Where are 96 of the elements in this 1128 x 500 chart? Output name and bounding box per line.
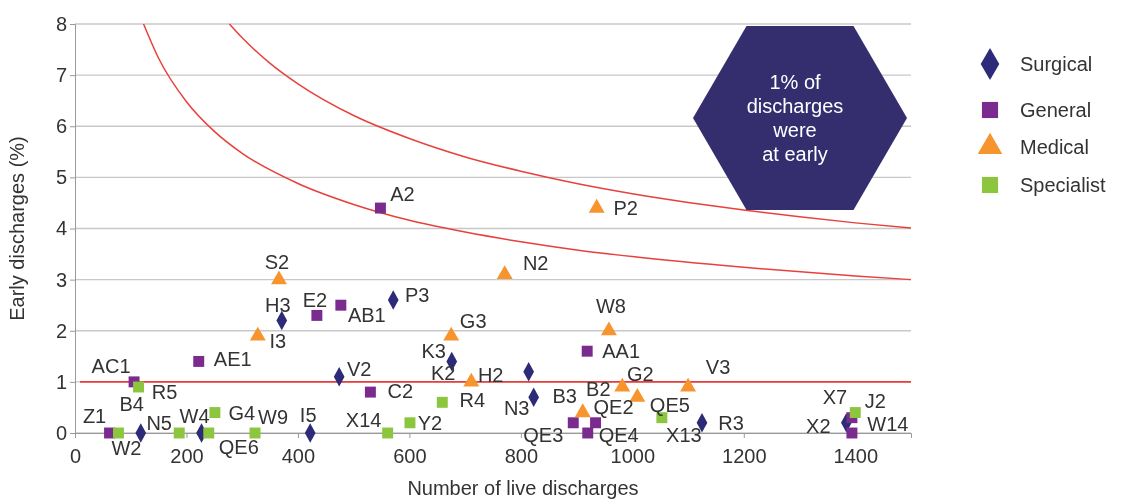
x-tick-label: 200: [170, 445, 204, 467]
annotation: H3: [264, 293, 291, 316]
annotation: P3: [405, 284, 430, 307]
annotation: AA1: [602, 340, 641, 363]
annotation: AE1: [213, 348, 252, 371]
annotation: Z1: [82, 405, 107, 427]
x-tick-label: 1000: [610, 445, 656, 467]
annotation: J2: [864, 389, 886, 412]
annotation: V2: [346, 357, 372, 380]
point: [849, 407, 861, 419]
y-tick-label: 6: [55, 115, 67, 138]
point: [203, 427, 215, 439]
annotation: AC1: [91, 354, 131, 377]
annotation: QE4: [598, 424, 639, 446]
y-tick-label: 0: [55, 421, 67, 444]
point: [404, 417, 416, 429]
annotation: I3: [269, 329, 287, 352]
annotation: R4: [459, 389, 486, 412]
y-axis-title: Early discharges (%): [6, 136, 28, 321]
point: [364, 386, 376, 398]
point: [271, 270, 287, 285]
annotation: K3: [421, 340, 446, 363]
annotation: W4: [179, 405, 210, 427]
annotation: X2: [806, 414, 831, 437]
point: [436, 396, 448, 408]
annotation: R5: [151, 380, 178, 403]
annotation: P2: [613, 197, 638, 220]
x-tick-label: 0: [69, 445, 82, 467]
annotation: X7: [822, 385, 848, 408]
point: [249, 326, 266, 341]
y-tick-label: 8: [55, 12, 67, 35]
point: [193, 355, 205, 367]
point: [311, 309, 323, 321]
annotation: E2: [302, 289, 328, 312]
legend-label: Medical: [1020, 136, 1089, 158]
annotation: W9: [258, 406, 289, 428]
point: [567, 417, 579, 429]
annotation: B4: [119, 393, 144, 415]
point: [588, 198, 605, 213]
legend-label: Specialist: [1020, 174, 1107, 196]
point: [846, 427, 858, 439]
point: [374, 202, 386, 214]
y-tick-label: 4: [55, 217, 67, 240]
annotation: X13: [666, 423, 702, 446]
annotation: W14: [867, 413, 909, 435]
y-tick-label: 2: [55, 319, 67, 342]
x-tick-label: 800: [504, 445, 539, 467]
annotation: G2: [627, 363, 654, 386]
annotation: W2: [111, 437, 142, 459]
x-tick-label: 400: [281, 445, 316, 467]
point: [590, 417, 602, 429]
point: [335, 299, 347, 311]
point: [581, 345, 593, 357]
annotation: N2: [522, 251, 549, 274]
point: [443, 326, 460, 341]
annotation: W8: [595, 294, 626, 317]
point: [113, 427, 124, 439]
point: [382, 427, 394, 439]
x-tick-label: 1400: [833, 445, 879, 467]
annotation: G3: [459, 309, 487, 332]
annotation: H2: [477, 363, 504, 386]
point: [600, 321, 617, 336]
y-tick-label: 7: [55, 64, 67, 87]
annotation: G4: [228, 401, 256, 424]
annotation: AB1: [347, 304, 386, 327]
annotation: R3: [718, 411, 744, 434]
x-tick-label: 600: [393, 445, 427, 467]
annotation: I5: [299, 404, 317, 426]
annotation: S2: [264, 250, 290, 273]
annotation: K2: [431, 361, 456, 384]
annotation: QE3: [523, 423, 564, 446]
annotation: N3: [503, 397, 530, 420]
legend-label: Surgical: [1020, 53, 1093, 75]
y-tick-label: 3: [55, 268, 67, 291]
annotation: 1% of discharges were at early: [746, 71, 844, 165]
annotation: QE6: [218, 436, 259, 458]
point: [582, 427, 594, 439]
point: [133, 381, 145, 393]
point: [209, 407, 221, 419]
annotation: QE5: [649, 393, 690, 416]
x-tick-label: 1200: [722, 445, 767, 467]
point: [496, 265, 513, 280]
point: [173, 427, 185, 439]
y-tick-label: 5: [55, 166, 67, 189]
y-tick-label: 1: [55, 370, 67, 393]
annotation: X14: [345, 409, 382, 431]
x-axis-title: Number of live discharges: [407, 477, 639, 499]
legend-label: General: [1020, 99, 1092, 121]
annotation: C2: [387, 380, 414, 403]
annotation: A2: [390, 183, 415, 206]
annotation: N5: [146, 412, 173, 434]
line-series: [228, 23, 912, 229]
annotation: V3: [705, 355, 731, 378]
annotation: Y2: [417, 411, 443, 434]
line-series: [142, 23, 912, 281]
annotation: B3: [552, 384, 577, 407]
